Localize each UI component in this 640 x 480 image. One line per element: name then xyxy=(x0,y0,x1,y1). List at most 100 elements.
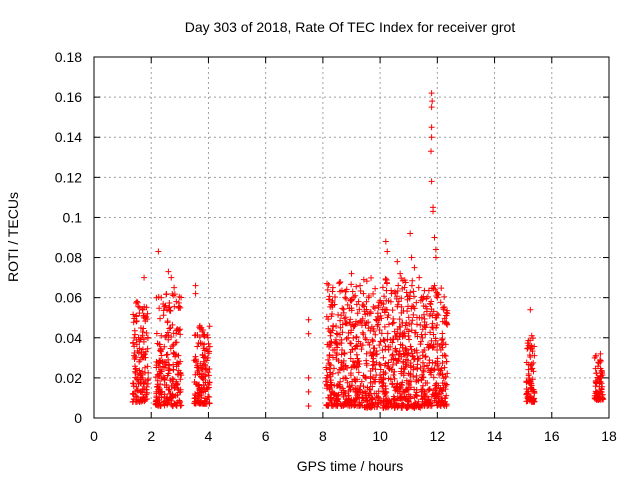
data-point xyxy=(206,366,213,373)
data-point xyxy=(439,318,446,325)
data-point xyxy=(158,352,165,359)
data-point xyxy=(442,395,449,402)
data-point xyxy=(416,355,423,362)
data-point xyxy=(391,368,398,375)
data-point xyxy=(136,367,143,374)
data-point xyxy=(382,385,389,392)
data-point xyxy=(436,387,443,394)
data-point xyxy=(131,327,138,334)
data-point xyxy=(387,376,394,383)
data-point xyxy=(388,290,395,297)
data-point xyxy=(200,345,207,352)
data-point xyxy=(389,339,396,346)
data-point xyxy=(399,319,406,326)
data-point xyxy=(370,325,377,332)
data-point xyxy=(192,282,199,289)
data-point xyxy=(134,348,141,355)
data-point xyxy=(201,361,208,368)
data-point xyxy=(342,390,349,397)
data-point xyxy=(138,389,145,396)
data-point xyxy=(421,388,428,395)
data-point xyxy=(349,288,356,295)
data-point xyxy=(428,148,435,155)
data-point xyxy=(348,270,355,277)
data-point xyxy=(361,404,368,411)
data-point xyxy=(429,359,436,366)
data-point xyxy=(165,396,172,403)
data-point xyxy=(405,350,412,357)
data-point xyxy=(399,344,406,351)
data-point xyxy=(529,386,536,393)
data-point xyxy=(365,325,372,332)
data-point xyxy=(408,282,415,289)
data-point xyxy=(133,298,140,305)
data-point xyxy=(413,392,420,399)
data-point xyxy=(348,382,355,389)
data-point xyxy=(402,396,409,403)
data-point xyxy=(347,316,354,323)
data-point xyxy=(331,294,338,301)
data-point xyxy=(143,395,150,402)
data-point xyxy=(161,303,168,310)
data-point xyxy=(527,306,534,313)
data-point xyxy=(305,402,312,409)
data-point xyxy=(421,347,428,354)
data-point xyxy=(199,351,206,358)
data-point xyxy=(329,302,336,309)
data-point xyxy=(398,400,405,407)
data-point xyxy=(379,284,386,291)
data-point xyxy=(430,308,437,315)
data-point xyxy=(398,309,405,316)
data-point xyxy=(402,403,409,410)
data-point xyxy=(353,333,360,340)
data-point xyxy=(432,246,439,253)
data-point xyxy=(440,375,447,382)
data-point xyxy=(153,362,160,369)
data-point xyxy=(163,384,170,391)
data-point xyxy=(172,380,179,387)
data-point xyxy=(367,310,374,317)
data-point xyxy=(192,371,199,378)
data-point xyxy=(177,370,184,377)
data-point xyxy=(441,293,448,300)
data-point xyxy=(380,354,387,361)
data-point xyxy=(399,285,406,292)
data-point xyxy=(324,286,331,293)
data-point xyxy=(369,399,376,406)
data-point xyxy=(438,285,445,292)
data-point xyxy=(374,310,381,317)
data-point xyxy=(174,359,181,366)
data-point xyxy=(130,319,137,326)
data-point xyxy=(144,363,151,370)
data-point xyxy=(167,377,174,384)
data-point xyxy=(139,386,146,393)
data-point xyxy=(430,285,437,292)
data-point xyxy=(420,367,427,374)
data-point xyxy=(404,303,411,310)
data-point xyxy=(352,292,359,299)
data-point xyxy=(380,301,387,308)
data-point xyxy=(598,380,605,387)
data-point xyxy=(389,307,396,314)
data-point xyxy=(397,270,404,277)
data-point xyxy=(155,372,162,379)
data-point xyxy=(132,299,139,306)
data-point xyxy=(137,356,144,363)
data-point xyxy=(430,341,437,348)
data-point xyxy=(403,356,410,363)
data-point xyxy=(162,333,169,340)
data-point xyxy=(399,402,406,409)
data-point xyxy=(430,324,437,331)
data-point xyxy=(361,303,368,310)
data-point xyxy=(593,379,600,386)
data-point xyxy=(360,290,367,297)
data-point xyxy=(385,346,392,353)
data-point xyxy=(205,340,212,347)
data-point xyxy=(405,370,412,377)
data-point xyxy=(420,311,427,318)
data-point xyxy=(393,360,400,367)
data-point xyxy=(404,326,411,333)
data-point xyxy=(369,336,376,343)
data-point xyxy=(392,332,399,339)
data-point xyxy=(425,365,432,372)
